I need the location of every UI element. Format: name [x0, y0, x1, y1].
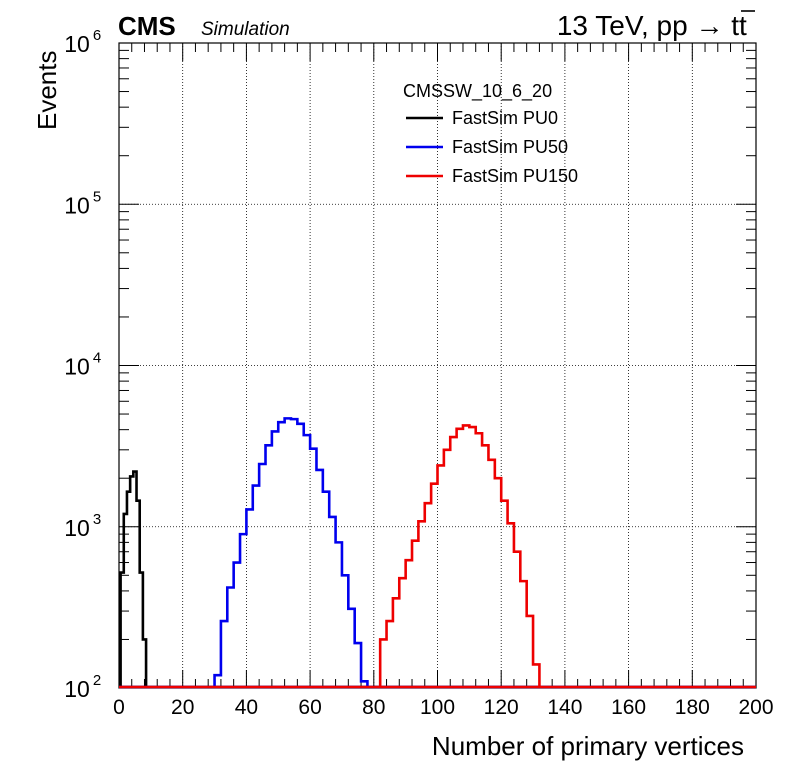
x-tick-label: 0 — [113, 696, 125, 719]
series-line-1 — [213, 417, 369, 687]
series-line-2 — [378, 424, 541, 687]
x-tick-label: 100 — [420, 696, 455, 719]
x-tick-label: 180 — [675, 696, 710, 719]
energy-label: 13 TeV, pp → t — [557, 10, 739, 41]
legend-entry-label: FastSim PU50 — [452, 137, 568, 157]
grid-lines — [119, 43, 756, 688]
y-tick-label-base: 10 — [64, 31, 90, 57]
x-tick-label: 200 — [738, 696, 773, 719]
y-tick-label-exp: 4 — [93, 350, 101, 367]
x-tick-label: 140 — [547, 696, 582, 719]
y-tick-label-exp: 3 — [93, 511, 101, 528]
x-tick-label: 80 — [362, 696, 385, 719]
y-tick-label-base: 10 — [64, 676, 90, 702]
legend-title: CMSSW_10_6_20 — [403, 81, 552, 102]
series-layer — [119, 417, 756, 689]
x-tick-label: 40 — [235, 696, 258, 719]
y-tick-label-exp: 5 — [93, 188, 101, 205]
energy-tbar: t — [739, 10, 747, 41]
x-tick-label: 120 — [484, 696, 519, 719]
y-tick-label-base: 10 — [64, 354, 90, 380]
y-tick-label-exp: 6 — [93, 27, 101, 44]
y-tick-label-base: 10 — [64, 192, 90, 218]
x-tick-label: 160 — [611, 696, 646, 719]
x-axis-label: Number of primary vertices — [432, 731, 744, 761]
y-tick-label-base: 10 — [64, 515, 90, 541]
y-axis-label: Events — [32, 51, 62, 131]
series-line-0 — [119, 470, 148, 687]
legend-entry-label: FastSim PU150 — [452, 166, 578, 186]
x-tick-labels: 0 20 40 60 80 100 120 140 160 180 200 — [113, 696, 773, 719]
experiment-label: CMS — [118, 11, 176, 41]
y-tick-label-exp: 2 — [93, 672, 101, 689]
x-tick-label: 20 — [171, 696, 194, 719]
legend: CMSSW_10_6_20 FastSim PU0 FastSim PU50 Fas… — [403, 81, 578, 186]
x-tick-label: 60 — [298, 696, 321, 719]
simulation-label: Simulation — [201, 19, 290, 40]
legend-entry-label: FastSim PU0 — [452, 108, 558, 128]
